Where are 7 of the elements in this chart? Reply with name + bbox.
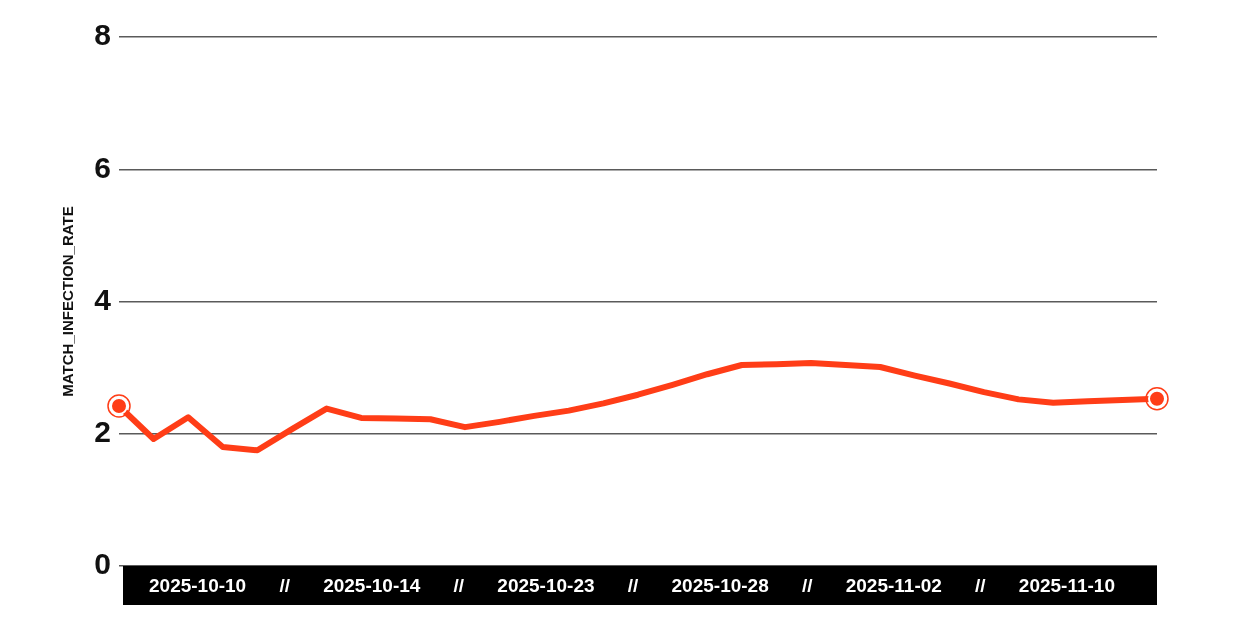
date-strip: 2025-10-10 // 2025-10-14 // 2025-10-23 // 2025-10-28 // 2025-11-02 // 2025-11-10: [123, 566, 1157, 605]
y-tick-label: 4: [94, 282, 112, 316]
y-tick-label: 0: [94, 547, 111, 581]
y-tick-label: 8: [94, 18, 111, 52]
y-tick-label: 2: [94, 415, 111, 449]
y-tick-label: 6: [94, 150, 111, 184]
y-axis-title: MATCH_INFECTION_RATE: [59, 206, 77, 397]
